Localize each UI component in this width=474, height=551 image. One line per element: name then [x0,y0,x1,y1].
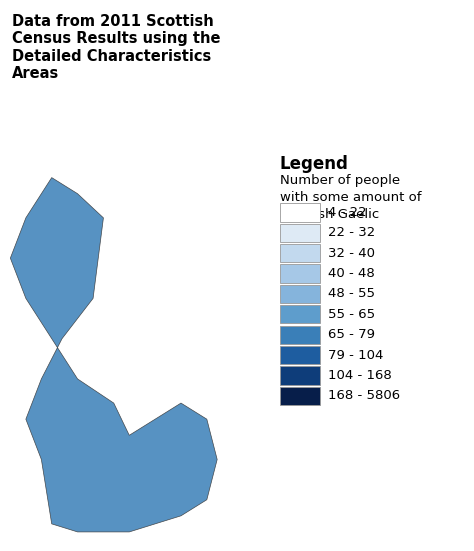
Text: 79 - 104: 79 - 104 [328,349,384,361]
Text: 32 - 40: 32 - 40 [328,247,375,260]
FancyBboxPatch shape [280,244,320,262]
FancyBboxPatch shape [280,285,320,303]
Text: 65 - 79: 65 - 79 [328,328,375,341]
Text: 55 - 65: 55 - 65 [328,308,375,321]
Polygon shape [10,177,217,532]
FancyBboxPatch shape [280,203,320,222]
FancyBboxPatch shape [280,366,320,385]
FancyBboxPatch shape [280,305,320,323]
Text: 22 - 32: 22 - 32 [328,226,376,239]
Text: Number of people
with some amount of
Scottish Gaelic: Number of people with some amount of Sco… [280,174,421,220]
FancyBboxPatch shape [280,264,320,283]
Text: 40 - 48: 40 - 48 [328,267,375,280]
Text: Data from 2011 Scottish
Census Results using the
Detailed Characteristics
Areas: Data from 2011 Scottish Census Results u… [12,14,220,81]
FancyBboxPatch shape [280,346,320,364]
Text: 4 - 22: 4 - 22 [328,206,367,219]
FancyBboxPatch shape [280,224,320,242]
FancyBboxPatch shape [273,157,462,397]
Text: 104 - 168: 104 - 168 [328,369,392,382]
Text: 168 - 5806: 168 - 5806 [328,390,401,402]
Text: 48 - 55: 48 - 55 [328,288,375,300]
FancyBboxPatch shape [280,326,320,344]
FancyBboxPatch shape [280,387,320,405]
Text: Legend: Legend [280,155,348,174]
